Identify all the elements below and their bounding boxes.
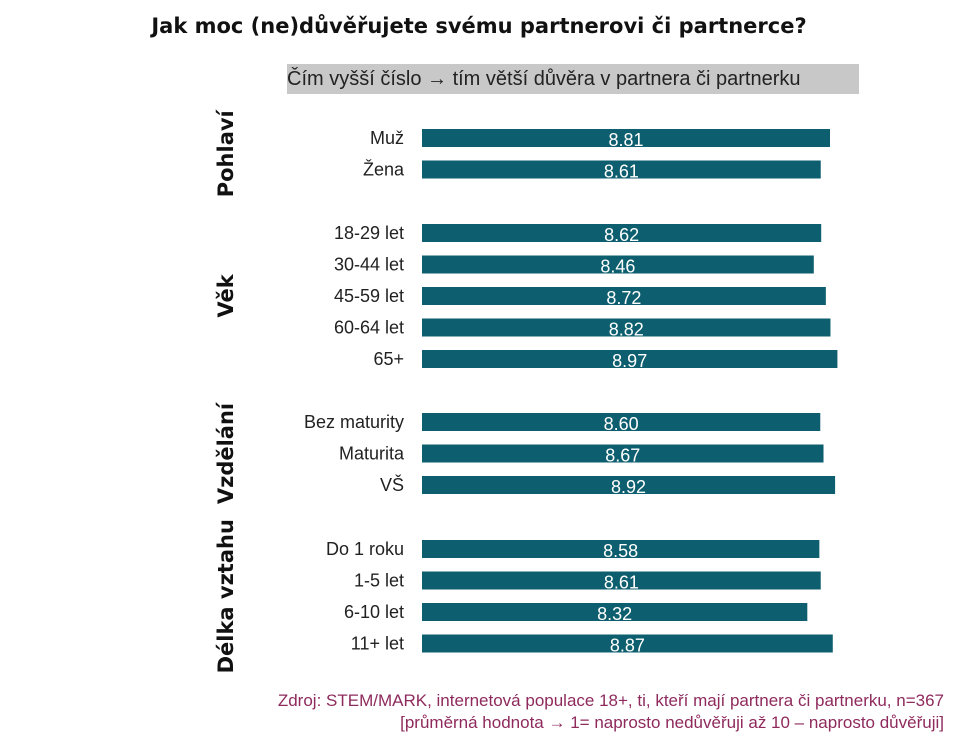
category-label: Žena — [363, 160, 405, 180]
chart-title: Jak moc (ne)důvěřujete svému partnerovi … — [151, 14, 807, 38]
data-label: 8.81 — [608, 130, 643, 150]
category-label: Bez maturity — [304, 412, 404, 432]
bar — [422, 160, 821, 179]
data-label: 8.60 — [604, 414, 639, 434]
source-line-2: [průměrná hodnota → 1= naprosto nedůvěřu… — [400, 713, 944, 732]
category-label: 18-29 let — [334, 223, 404, 243]
chart-subtitle: Čím vyšší číslo → tím větší důvěra v par… — [287, 64, 859, 94]
category-label: 1-5 let — [354, 571, 404, 591]
bar — [422, 540, 820, 558]
data-label: 8.32 — [597, 604, 632, 624]
category-label: 45-59 let — [334, 286, 404, 306]
data-label: 8.61 — [604, 573, 639, 593]
category-label: 30-44 let — [334, 255, 404, 275]
bar — [422, 224, 822, 242]
group-label: Vzdělání — [214, 401, 238, 504]
bar — [422, 603, 808, 621]
bar — [422, 129, 830, 147]
data-label: 8.61 — [604, 162, 639, 182]
data-label: 8.82 — [609, 320, 644, 340]
group-label: Věk — [214, 273, 238, 317]
data-label: 8.72 — [606, 288, 641, 308]
category-label: 65+ — [373, 349, 404, 369]
data-label: 8.58 — [603, 541, 638, 561]
bar — [422, 255, 814, 274]
source-line-1: Zdroj: STEM/MARK, internetová populace 1… — [277, 691, 944, 710]
bar — [422, 318, 831, 337]
bar — [422, 634, 833, 653]
data-label: 8.87 — [610, 636, 645, 656]
category-label: Maturita — [339, 444, 405, 464]
data-label: 8.67 — [605, 446, 640, 466]
data-label: 8.46 — [600, 257, 635, 277]
bar — [422, 287, 826, 305]
bar — [422, 476, 836, 494]
category-label: 60-64 let — [334, 318, 404, 338]
category-label: Do 1 roku — [326, 539, 404, 559]
category-label: VŠ — [380, 474, 404, 495]
data-label: 8.92 — [611, 477, 646, 497]
category-label: 11+ let — [351, 634, 404, 654]
category-label: 6-10 let — [344, 602, 404, 622]
data-label: 8.62 — [604, 225, 639, 245]
data-label: 8.97 — [612, 351, 647, 371]
group-label: Délka vztahu — [214, 519, 238, 673]
bar — [422, 444, 824, 463]
category-label: Muž — [370, 128, 404, 148]
bar — [422, 571, 821, 590]
source-note: Zdroj: STEM/MARK, internetová populace 1… — [278, 690, 944, 734]
bar — [422, 350, 838, 368]
bar — [422, 413, 821, 431]
group-label: Pohlaví — [214, 108, 238, 197]
